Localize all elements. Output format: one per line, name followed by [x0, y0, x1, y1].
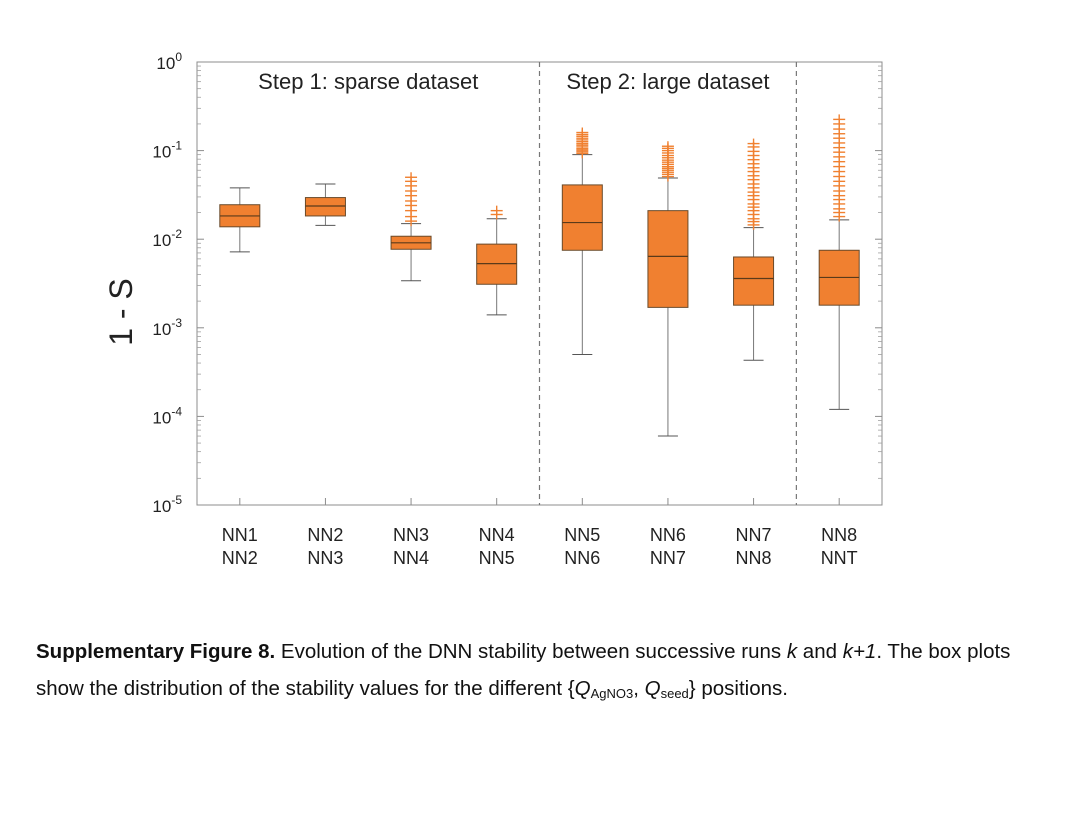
figure-caption: Supplementary Figure 8. Evolution of the…: [36, 633, 1036, 707]
y-tick-label: 100: [156, 50, 182, 73]
x-tick-label-line1: NN2: [307, 525, 343, 545]
caption-figure-label: Supplementary Figure 8.: [36, 640, 276, 663]
y-axis-label: 1 - S: [103, 278, 139, 346]
x-tick-label-line2: NN4: [393, 548, 429, 568]
section-label-step2: Step 2: large dataset: [566, 69, 769, 94]
caption-var-k1: k+1: [842, 640, 877, 663]
x-tick-label-line1: NN6: [650, 525, 686, 545]
caption-text-1: Evolution of the DNN stability between s…: [275, 640, 787, 663]
box-plot-chart: 100 10-1 10-2 10-3 10-4 10-5 1 - S Step 1: spar…: [103, 50, 883, 568]
y-tick-label-base: 10: [156, 54, 175, 73]
y-tick-label-exponent: -5: [171, 493, 182, 507]
y-tick-label: 10-3: [152, 316, 182, 339]
x-tick-label-line1: NN7: [736, 525, 772, 545]
x-tick-label-line1: NN4: [479, 525, 515, 545]
x-tick-label-line2: NN7: [650, 548, 686, 568]
y-tick-label-base: 10: [152, 408, 171, 427]
x-tick-label-line2: NN2: [222, 548, 258, 568]
y-tick-label-base: 10: [152, 320, 171, 339]
caption-var-k: k: [786, 640, 798, 663]
x-tick-label-line1: NN3: [393, 525, 429, 545]
y-tick-label-base: 10: [152, 497, 171, 516]
caption-separator: ,: [633, 677, 645, 700]
x-tick-label-line1: NN5: [564, 525, 600, 545]
x-tick-label-line2: NN3: [307, 548, 343, 568]
caption-text-2: and: [797, 640, 843, 663]
y-tick-label-base: 10: [152, 231, 171, 250]
x-tick-label-line2: NN5: [479, 548, 515, 568]
y-tick-label-exponent: 0: [175, 50, 182, 64]
box: [733, 256, 775, 306]
caption-q2-symbol: Q: [644, 677, 661, 700]
x-tick-label-line1: NN1: [222, 525, 258, 545]
caption-q1-symbol: Q: [574, 677, 591, 700]
y-tick-label-exponent: -2: [171, 227, 182, 241]
x-tick-label-line2: NNT: [821, 548, 858, 568]
caption-text-3: . The box plots show the distribution of…: [36, 640, 1011, 700]
x-tick-label-line2: NN8: [736, 548, 772, 568]
x-tick-label-line1: NN8: [821, 525, 857, 545]
y-tick-label: 10-2: [152, 227, 182, 250]
x-tick-label-line2: NN6: [564, 548, 600, 568]
box: [561, 184, 603, 251]
box: [647, 210, 689, 308]
caption-q2-subscript: seed: [660, 686, 689, 701]
y-tick-label-exponent: -4: [171, 404, 182, 418]
section-label-step1: Step 1: sparse dataset: [258, 69, 478, 94]
caption-q1-subscript: AgNO3: [590, 686, 634, 701]
y-tick-label: 10-4: [152, 404, 182, 427]
y-tick-label-base: 10: [152, 143, 171, 162]
y-tick-label: 10-1: [152, 139, 182, 162]
y-tick-label-exponent: -3: [171, 316, 182, 330]
y-tick-label-exponent: -1: [171, 139, 182, 153]
caption-text-4: } positions.: [688, 677, 788, 700]
y-tick-label: 10-5: [152, 493, 182, 516]
box: [304, 197, 346, 217]
